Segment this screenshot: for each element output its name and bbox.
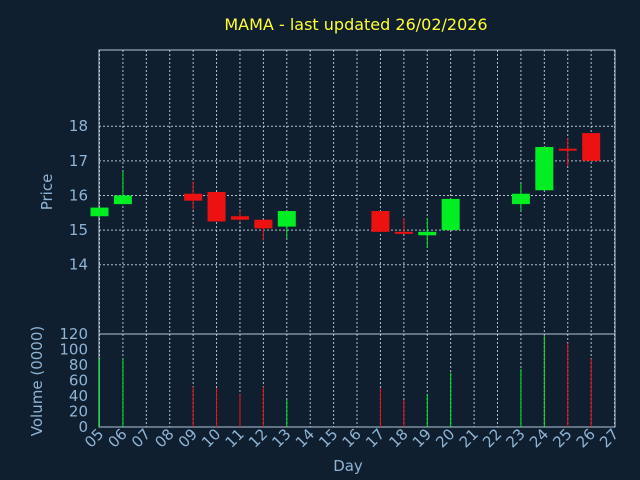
candle-body xyxy=(394,231,413,234)
volume-tick-label: 120 xyxy=(59,325,88,343)
candle-body xyxy=(207,192,226,222)
x-tick-label: 26 xyxy=(573,425,599,451)
price-tick-label: 17 xyxy=(69,152,88,170)
candle-body xyxy=(184,193,203,201)
x-tick-label: 15 xyxy=(315,425,341,451)
price-tick-label: 14 xyxy=(69,256,88,274)
candle-body xyxy=(230,216,249,220)
candle-body xyxy=(441,198,460,231)
x-axis-label: Day xyxy=(333,457,363,475)
x-tick-label: 12 xyxy=(245,425,271,451)
volume-tick-label: 0 xyxy=(78,418,88,436)
price-candles xyxy=(90,133,601,248)
candle-body xyxy=(254,219,273,229)
candle-body xyxy=(113,195,132,205)
candle-body xyxy=(90,207,109,217)
candle-body xyxy=(511,193,530,205)
candle-body xyxy=(558,148,577,151)
x-tick-label: 27 xyxy=(596,425,622,451)
x-tick-label: 13 xyxy=(268,425,294,451)
x-tick-label: 06 xyxy=(105,425,131,451)
price-axis: 14 15 16 17 18 xyxy=(69,117,88,274)
x-tick-label: 08 xyxy=(151,425,177,451)
x-tick-label: 21 xyxy=(456,425,482,451)
x-tick-label: 07 xyxy=(128,425,154,451)
x-tick-label: 10 xyxy=(198,425,224,451)
x-tick-label: 18 xyxy=(385,425,411,451)
y-axis-label-volume: Volume (0000) xyxy=(28,326,46,436)
candle-body xyxy=(582,133,601,161)
candle-body xyxy=(418,231,437,236)
volume-bars xyxy=(99,335,592,427)
x-tick-label: 09 xyxy=(175,425,201,451)
candle-body xyxy=(371,211,390,232)
x-tick-label: 17 xyxy=(362,425,388,451)
candle-body xyxy=(277,211,296,227)
volume-tick-label: 100 xyxy=(59,341,88,359)
x-tick-label: 24 xyxy=(526,425,552,451)
x-axis: 0506070809101112131415161718192021222324… xyxy=(81,425,622,451)
chart-title: MAMA - last updated 26/02/2026 xyxy=(224,15,487,34)
volume-tick-label: 80 xyxy=(69,356,88,374)
x-tick-label: 11 xyxy=(222,425,248,451)
x-tick-label: 19 xyxy=(409,425,435,451)
x-tick-label: 22 xyxy=(479,425,505,451)
price-tick-label: 16 xyxy=(69,186,88,204)
candle-body xyxy=(535,146,554,191)
y-axis-label-price: Price xyxy=(38,174,56,211)
volume-tick-label: 40 xyxy=(69,387,88,405)
x-tick-label: 23 xyxy=(503,425,529,451)
price-tick-label: 18 xyxy=(69,117,88,135)
volume-tick-label: 20 xyxy=(69,403,88,421)
price-tick-label: 15 xyxy=(69,221,88,239)
volume-tick-label: 60 xyxy=(69,372,88,390)
x-tick-label: 16 xyxy=(339,425,365,451)
x-tick-label: 20 xyxy=(432,425,458,451)
x-tick-label: 25 xyxy=(549,425,575,451)
x-tick-label: 14 xyxy=(292,425,318,451)
